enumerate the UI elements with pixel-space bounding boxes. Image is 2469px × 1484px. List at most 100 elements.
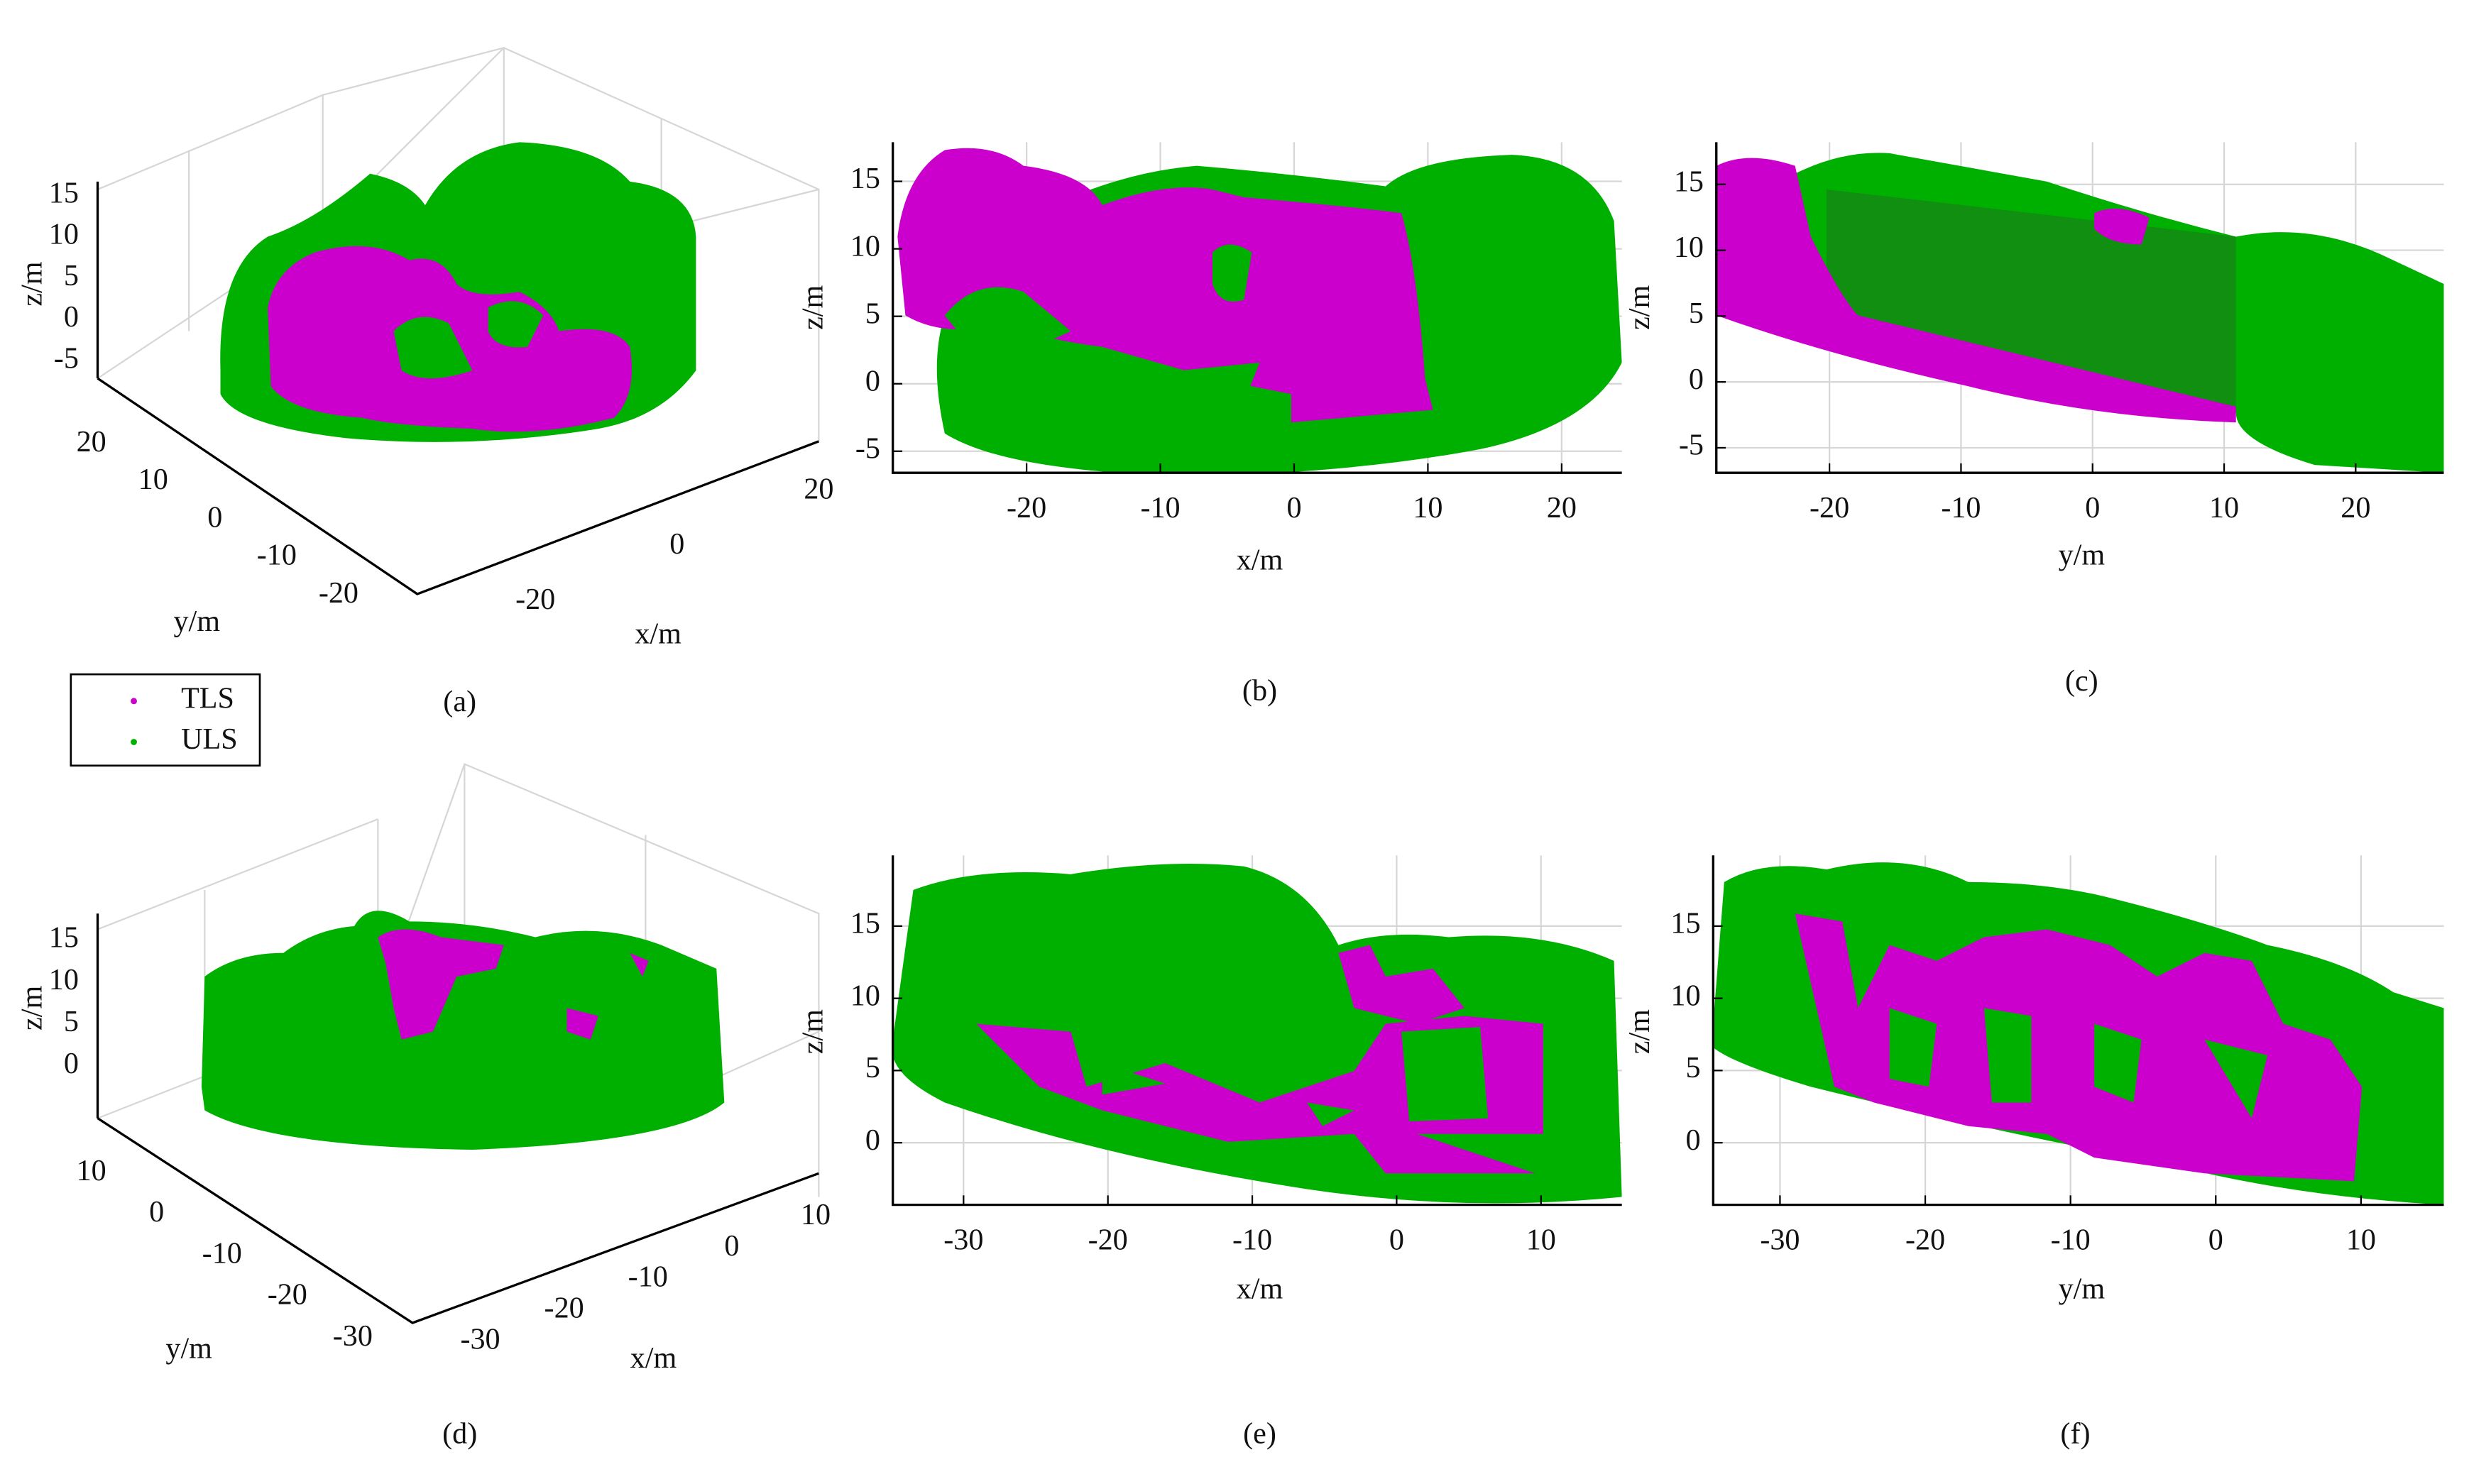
z-axis-label: z/m [1623,1009,1656,1054]
y-tick-label: -20 [319,576,358,610]
x-tick-label: 0 [1389,1224,1404,1257]
z-tick-label: 15 [850,907,880,940]
x-tick-label: 0 [669,527,684,561]
axis-line [892,142,1622,474]
panel-label: (f) [2060,1417,2090,1450]
axis-line [892,855,1622,1207]
x-tick-label: -20 [1905,1224,1945,1257]
x-tick-label: -10 [2051,1224,2091,1257]
y-tick-label: -10 [202,1236,242,1270]
x-tick-label: -10 [628,1260,668,1294]
z-axis-label: z/m [15,986,48,1030]
x-tick-label: 20 [2341,491,2370,524]
x-tick-label: 10 [801,1198,831,1231]
x-tick-label: -20 [1088,1224,1128,1257]
y-tick-label: 10 [77,1154,106,1187]
point-cloud [220,142,696,442]
z-tick-label: 15 [49,921,79,955]
y-tick-label: -20 [268,1278,307,1312]
z-tick-label: 0 [64,1047,79,1080]
z-tick-label: 5 [865,297,880,330]
legend-box [70,673,261,767]
z-tick-label: 10 [850,229,880,263]
legend-marker [131,739,137,745]
z-axis-label: z/m [1623,285,1656,329]
z-tick-label: 15 [850,162,880,195]
x-axis-label: y/m [2059,1272,2106,1305]
panel-label: (e) [1243,1417,1276,1450]
y-axis-label: y/m [173,605,220,638]
z-tick-label: 15 [1670,907,1700,940]
x-tick-label: -30 [460,1322,500,1356]
z-axis-label: z/m [15,261,48,306]
point-cloud [897,148,1622,473]
y-tick-label: 20 [77,425,106,458]
z-axis-label: z/m [796,1009,830,1054]
x-tick-label: -10 [1232,1224,1272,1257]
point-cloud [892,864,1622,1204]
panel-label: (b) [1242,674,1277,707]
point-cloud [201,911,725,1150]
x-tick-label: 0 [724,1229,739,1263]
point-cloud [1716,153,2444,473]
x-tick-label: 10 [2346,1224,2376,1257]
x-tick-label: 10 [2209,491,2239,524]
x-tick-label: -20 [544,1291,584,1324]
z-tick-label: 0 [1689,363,1704,396]
x-axis-label: x/m [630,1341,677,1375]
axis-line [1712,855,2444,1207]
x-axis-label: x/m [1237,543,1283,576]
z-tick-label: 5 [64,259,79,292]
panel-label: (d) [442,1417,477,1450]
z-tick-label: -5 [855,432,880,465]
z-axis-label: z/m [796,285,830,329]
z-tick-label: 5 [865,1051,880,1084]
z-tick-label: 15 [49,176,79,209]
z-tick-label: 0 [1685,1123,1700,1157]
x-tick-label: 10 [1526,1224,1556,1257]
z-tick-label: 5 [64,1005,79,1038]
x-tick-label: -10 [1140,491,1180,524]
y-tick-label: 10 [138,463,168,496]
legend-label: TLS [181,682,234,715]
z-tick-label: 10 [1674,231,1704,264]
panel-label: (a) [443,685,476,718]
x-tick-label: -20 [1007,491,1046,524]
z-tick-label: -5 [1679,429,1704,462]
x-axis-label: x/m [635,617,681,651]
y-axis-label: y/m [165,1332,212,1365]
x-tick-label: -30 [943,1224,983,1257]
x-tick-label: 0 [2085,491,2100,524]
legend-label: ULS [181,722,238,756]
z-tick-label: 10 [49,963,79,996]
axis-line [1715,142,2444,474]
x-tick-label: 0 [1286,491,1301,524]
z-tick-label: 10 [49,218,79,251]
y-tick-label: -10 [257,539,297,572]
x-tick-label: -20 [1810,491,1849,524]
z-tick-label: 15 [1674,165,1704,198]
x-tick-label: 20 [804,472,833,505]
y-tick-label: 0 [149,1195,164,1229]
x-axis-label: x/m [1237,1272,1283,1305]
z-tick-label: 10 [850,979,880,1012]
panel-label: (c) [2065,664,2098,698]
point-cloud [1713,862,2444,1205]
x-tick-label: 20 [1547,491,1577,524]
x-tick-label: 0 [2208,1224,2223,1257]
x-axis-label: y/m [2059,539,2106,572]
box-3d [96,763,820,1324]
y-tick-label: 0 [207,500,222,534]
layout [70,46,2444,1324]
z-tick-label: 5 [1689,297,1704,330]
x-tick-label: -20 [515,583,555,616]
z-tick-label: 0 [64,300,79,334]
x-tick-label: -10 [1941,491,1981,524]
x-tick-label: -30 [1760,1224,1800,1257]
z-tick-label: 0 [865,364,880,397]
z-tick-label: 5 [1685,1051,1700,1084]
z-tick-label: 0 [865,1123,880,1157]
legend-marker [131,698,137,705]
y-tick-label: -30 [333,1319,373,1353]
x-tick-label: 10 [1413,491,1442,524]
